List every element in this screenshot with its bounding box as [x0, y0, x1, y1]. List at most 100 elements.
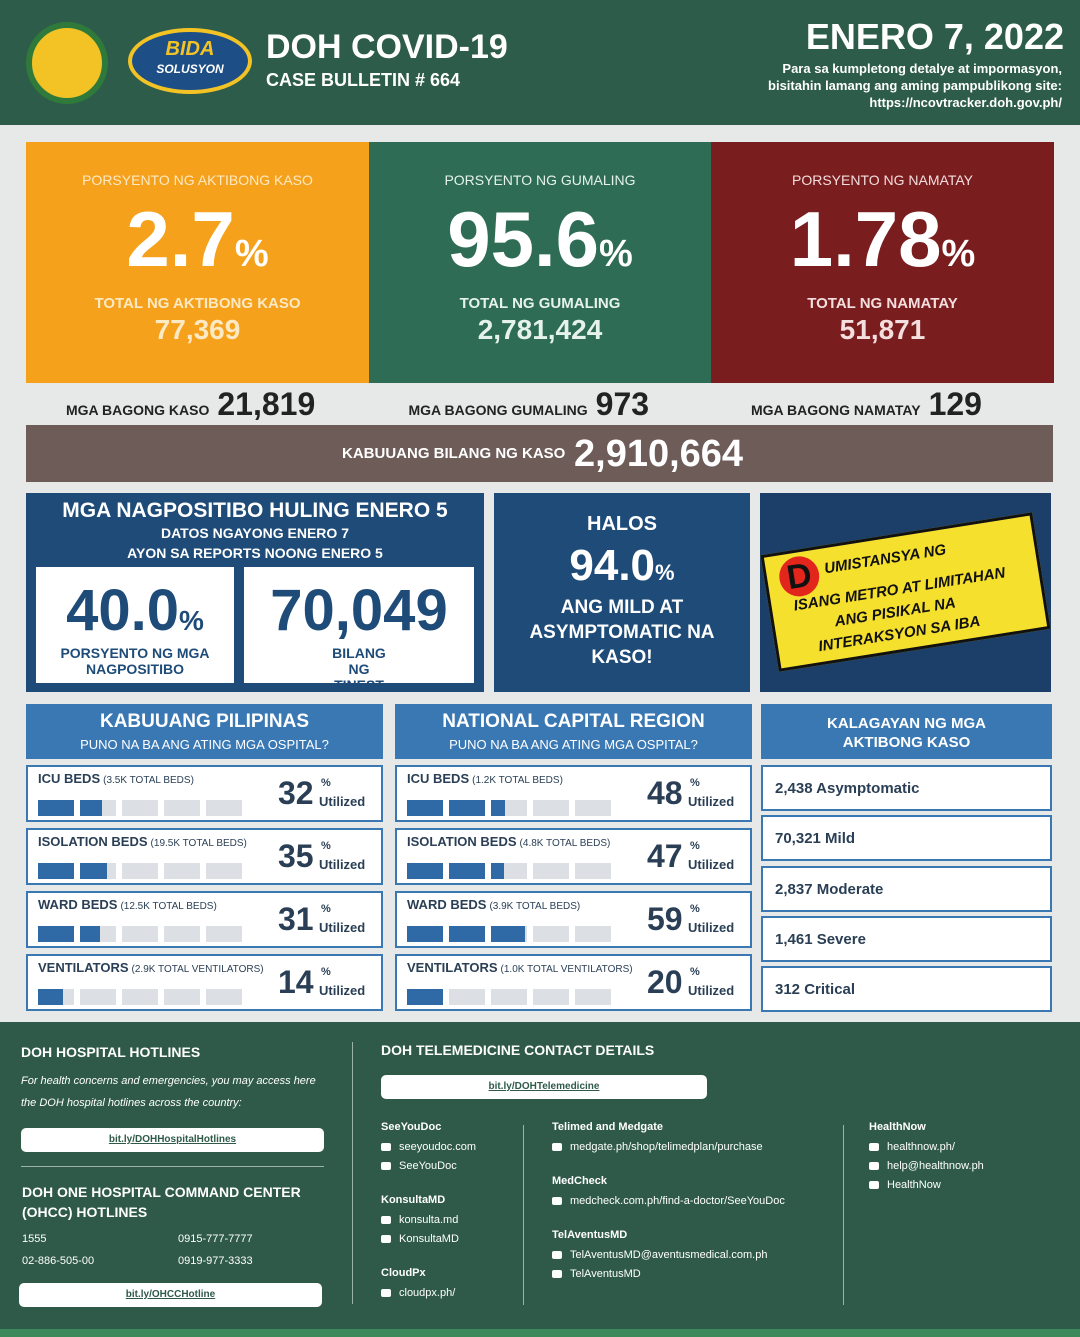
bar-segment: [407, 989, 443, 1005]
contact: healthnow.ph/: [887, 1141, 955, 1153]
hotline-number: 0919-977-3333: [178, 1255, 253, 1267]
contact: HealthNow: [887, 1179, 941, 1191]
bar-segment: [449, 863, 485, 879]
rate-value: 40.0: [66, 578, 179, 643]
info-line: Para sa kumpletong detalye at impormasyo…: [782, 61, 1062, 76]
row-utilized: Utilized: [688, 920, 735, 935]
card-percent-unit: %: [234, 233, 269, 275]
bar-segment: [407, 926, 443, 942]
total-value: 2,910,664: [574, 433, 744, 475]
bar-segment: [122, 863, 158, 879]
bar-segment: [533, 863, 569, 879]
row-capacity: (1.2K TOTAL BEDS): [472, 775, 563, 786]
bar-segment: [449, 926, 485, 942]
bar-segment: [491, 926, 527, 942]
link-button[interactable]: bit.ly/OHCCHotline: [19, 1283, 322, 1307]
bar-fill: [407, 989, 443, 1005]
bar-fill: [38, 926, 74, 942]
row-utilized: Utilized: [319, 857, 366, 872]
contact-icon: [869, 1181, 879, 1189]
card-total: 2,781,424: [477, 314, 603, 345]
row-percent: 35: [278, 838, 314, 874]
bar-segment: [38, 926, 74, 942]
row-utilized: Utilized: [319, 920, 366, 935]
bar-segment: [164, 926, 200, 942]
status-text: 1,461 Severe: [775, 930, 866, 948]
new-count: MGA BAGONG GUMALING 973: [409, 386, 709, 423]
rate-unit: %: [178, 605, 204, 636]
link-button[interactable]: bit.ly/DOHTelemedicine: [381, 1075, 707, 1099]
status-text: 312 Critical: [775, 981, 856, 999]
status-item: 2,837 Moderate: [761, 865, 1052, 912]
subtitle: CASE BULLETIN # 664: [266, 70, 461, 90]
bar-fill: [491, 926, 526, 942]
new-label: MGA BAGONG GUMALING: [408, 402, 588, 418]
bar-segment: [491, 800, 527, 816]
bar-segment: [449, 800, 485, 816]
positivity-title: MGA NAGPOSITIBO HULING ENERO 5: [62, 499, 448, 522]
bar-segment: [407, 863, 443, 879]
provider-name: TelAventusMD: [552, 1229, 628, 1241]
status-text: 2,438 Asymptomatic: [775, 780, 920, 797]
row-name: ISOLATION BEDS (19.5K TOTAL BEDS): [38, 833, 247, 851]
row-percent: 14: [278, 964, 314, 1000]
card-total-label: TOTAL NG GUMALING: [459, 295, 621, 312]
row-percent: 32: [278, 775, 314, 811]
mild-value: 94.0: [569, 541, 656, 590]
mild-unit: %: [655, 560, 675, 585]
row-unit: %: [690, 966, 700, 978]
bar-fill: [449, 800, 485, 816]
hospital-row: VENTILATORS (2.9K TOTAL VENTILATORS) 14% Ut…: [26, 954, 383, 1011]
status-item: 2,438 Asymptomatic: [761, 765, 1052, 811]
bar-fill: [491, 800, 506, 816]
row-percent: 59: [647, 901, 683, 937]
link-button[interactable]: bit.ly/DOHHospitalHotlines: [21, 1128, 324, 1152]
bar-segment: [533, 989, 569, 1005]
card-label: PORSYENTO NG AKTIBONG KASO: [82, 172, 313, 188]
row-percent: 20: [647, 964, 683, 1000]
contact-icon: [552, 1251, 562, 1259]
row-utilized: Utilized: [688, 983, 735, 998]
hospital-row: VENTILATORS (1.0K TOTAL VENTILATORS) 20% Ut…: [395, 954, 752, 1011]
contact: medcheck.com.ph/find-a-doctor/SeeYouDoc: [570, 1195, 785, 1207]
info-line: https://ncovtracker.doh.gov.ph/: [869, 95, 1062, 110]
hospital-row: WARD BEDS (3.9K TOTAL BEDS) 59% Utilized: [395, 891, 752, 948]
bar-segment: [80, 863, 116, 879]
hospital-header: KABUUANG PILIPINAS PUNO NA BA ANG ATING M…: [26, 704, 383, 759]
row-unit: %: [690, 840, 700, 852]
total-bar: KABUUANG BILANG NG KASO 2,910,664: [26, 425, 1053, 482]
tested-box: 70,049 BILANG NG TINEST: [244, 567, 474, 693]
rate: 40.0%: [36, 577, 234, 644]
info: Para sa kumpletong detalye at impormasyo…: [768, 60, 1062, 111]
date: ENERO 7, 2022: [805, 16, 1064, 57]
provider-name: Telimed and Medgate: [552, 1121, 664, 1133]
card-percent: 2.7%: [26, 194, 369, 285]
bar-fill: [407, 863, 443, 879]
seal: [26, 22, 108, 104]
bar-segment: [122, 926, 158, 942]
row-name: WARD BEDS (3.9K TOTAL BEDS): [407, 896, 580, 914]
row-unit: %: [321, 966, 331, 978]
stat-card: PORSYENTO NG GUMALING 95.6% TOTAL NG GUMAL…: [368, 142, 712, 383]
mild-panel: HALOS 94.0% ANG MILD AT ASYMPTOMATIC NA …: [494, 493, 750, 692]
hotline-number: 0915-777-7777: [178, 1233, 253, 1245]
rate-label: PORSYENTO NG MGA NAGPOSITIBO: [60, 645, 210, 677]
bar-segment: [575, 926, 611, 942]
row-capacity: (2.9K TOTAL VENTILATORS): [131, 964, 264, 975]
bar-fill: [80, 800, 102, 816]
contact: help@healthnow.ph: [887, 1160, 984, 1172]
new-value: 21,819: [217, 386, 316, 422]
contact-icon: [869, 1143, 879, 1151]
row-capacity: (12.5K TOTAL BEDS): [120, 901, 217, 912]
row-capacity: (19.5K TOTAL BEDS): [150, 838, 247, 849]
total-label: KABUUANG BILANG NG KASO: [342, 445, 566, 462]
logo-text: SOLUSYON: [156, 62, 224, 76]
bar-fill: [38, 863, 74, 879]
divider: [843, 1125, 844, 1305]
tested: 70,049: [270, 578, 448, 643]
card-total: 77,369: [154, 314, 241, 345]
contact: seeyoudoc.com: [399, 1141, 477, 1153]
row-label: VENTILATORS: [38, 960, 129, 975]
card-percent: 1.78%: [711, 194, 1054, 285]
card-total-label: TOTAL NG NAMATAY: [807, 295, 958, 312]
